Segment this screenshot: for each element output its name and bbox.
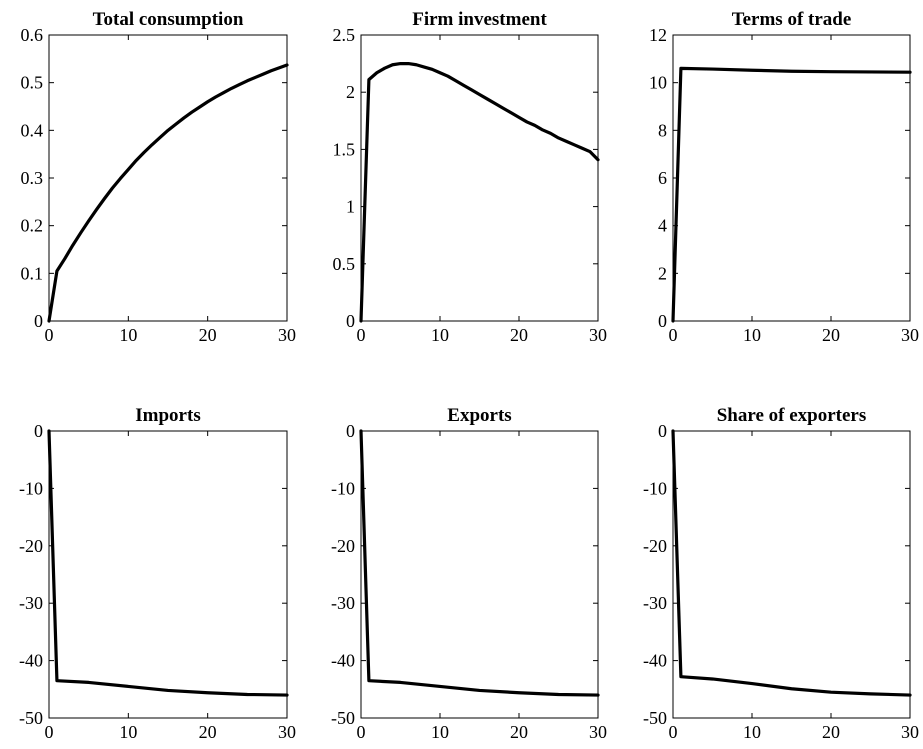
y-tick-label: 0.3 <box>21 168 44 188</box>
y-tick-label: 8 <box>658 120 667 140</box>
panel-title: Imports <box>135 405 200 426</box>
series-line <box>49 431 287 695</box>
y-tick-label: 0 <box>658 421 667 441</box>
y-tick-label: 0 <box>34 311 43 331</box>
x-tick-label: 20 <box>199 722 217 742</box>
y-tick-label: -40 <box>643 651 667 671</box>
x-tick-label: 20 <box>199 325 217 345</box>
y-tick-label: -40 <box>19 651 43 671</box>
x-tick-label: 10 <box>431 325 449 345</box>
x-tick-label: 0 <box>669 722 678 742</box>
y-tick-label: 0.6 <box>21 25 44 45</box>
x-tick-label: 10 <box>119 722 137 742</box>
series-line <box>361 431 598 695</box>
y-tick-label: -10 <box>331 478 355 498</box>
axes-box <box>673 35 910 321</box>
panel-title: Exports <box>447 405 511 426</box>
x-tick-label: 30 <box>278 722 296 742</box>
x-tick-label: 30 <box>278 325 296 345</box>
panel-firm-investment: Firm investment 0 10 20 30 0 0.5 1 1.5 2 2.5 <box>333 9 608 345</box>
series-line <box>673 68 910 321</box>
panel-total-consumption: Total consumption 0 10 20 30 0 0.1 0.2 0.3 0.4 0.5… <box>21 9 297 345</box>
y-tick-label: 0 <box>658 311 667 331</box>
y-tick-label: -50 <box>331 708 355 728</box>
panel-title: Firm investment <box>412 9 547 30</box>
y-tick-label: 0.1 <box>21 263 44 283</box>
y-tick-label: -10 <box>643 478 667 498</box>
series-line <box>673 431 910 695</box>
y-tick-label: 4 <box>658 216 667 236</box>
panel-title: Total consumption <box>93 9 244 30</box>
y-tick-label: -30 <box>19 593 43 613</box>
y-tick-label: -30 <box>643 593 667 613</box>
x-tick-label: 30 <box>901 325 919 345</box>
axes-box <box>361 431 598 718</box>
x-tick-label: 10 <box>119 325 137 345</box>
y-tick-label: 0.5 <box>333 254 356 274</box>
y-tick-label: 0 <box>34 421 43 441</box>
x-tick-label: 30 <box>901 722 919 742</box>
y-tick-label: -10 <box>19 478 43 498</box>
y-tick-label: 6 <box>658 168 667 188</box>
panel-terms-of-trade: Terms of trade 0 10 20 30 0 2 4 6 8 10 12 <box>649 9 919 345</box>
panel-share-of-exporters: Share of exporters 0 10 20 30 0 -10 -20 -30 -40 -5… <box>643 405 919 742</box>
x-tick-label: 0 <box>357 325 366 345</box>
x-tick-label: 20 <box>510 325 528 345</box>
y-tick-label: -40 <box>331 651 355 671</box>
panel-exports: Exports 0 10 20 30 0 -10 -20 -30 -40 -50 <box>331 405 607 742</box>
y-tick-label: 0 <box>346 311 355 331</box>
x-tick-label: 0 <box>45 722 54 742</box>
y-tick-label: -20 <box>643 536 667 556</box>
x-tick-label: 10 <box>431 722 449 742</box>
y-tick-label: -50 <box>643 708 667 728</box>
y-tick-label: 2.5 <box>333 25 356 45</box>
y-tick-label: 12 <box>649 25 667 45</box>
panel-title: Share of exporters <box>717 405 867 426</box>
y-tick-label: -50 <box>19 708 43 728</box>
axes-box <box>361 35 598 321</box>
y-tick-label: -20 <box>331 536 355 556</box>
x-tick-label: 30 <box>589 722 607 742</box>
y-tick-label: -20 <box>19 536 43 556</box>
y-tick-label: 0 <box>346 421 355 441</box>
x-tick-label: 10 <box>743 722 761 742</box>
y-tick-label: 0.2 <box>21 216 44 236</box>
y-tick-label: 0.4 <box>21 120 44 140</box>
axes-box <box>673 431 910 718</box>
x-tick-label: 0 <box>357 722 366 742</box>
y-tick-label: 10 <box>649 73 667 93</box>
y-tick-label: 2 <box>658 263 667 283</box>
x-tick-label: 0 <box>45 325 54 345</box>
y-tick-label: 0.5 <box>21 73 44 93</box>
x-tick-label: 20 <box>822 722 840 742</box>
y-tick-label: 1 <box>346 197 355 217</box>
x-tick-label: 20 <box>822 325 840 345</box>
panel-imports: Imports 0 10 20 30 0 -10 -20 -30 -40 -50 <box>19 405 296 742</box>
y-tick-label: 1.5 <box>333 139 356 159</box>
x-tick-label: 0 <box>669 325 678 345</box>
x-tick-label: 30 <box>589 325 607 345</box>
panel-title: Terms of trade <box>732 9 852 30</box>
x-tick-label: 10 <box>743 325 761 345</box>
series-line <box>49 65 287 321</box>
axes-box <box>49 431 287 718</box>
y-tick-label: 2 <box>346 82 355 102</box>
y-tick-label: -30 <box>331 593 355 613</box>
series-line <box>361 64 598 321</box>
x-tick-label: 20 <box>510 722 528 742</box>
